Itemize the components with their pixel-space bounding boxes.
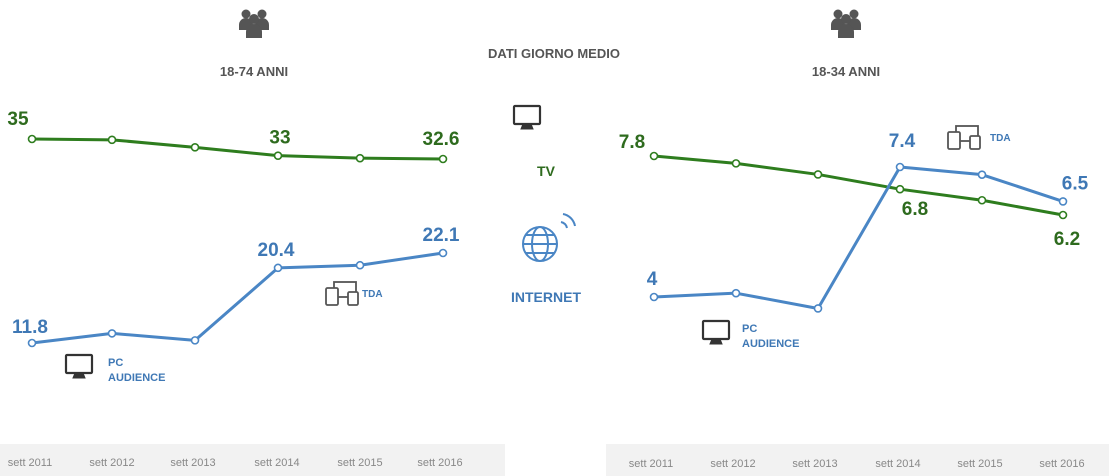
data-point-tv xyxy=(813,170,823,179)
data-point-internet xyxy=(27,338,37,348)
x-tick-label: sett 2014 xyxy=(254,457,299,469)
data-label-internet: 11.8 xyxy=(12,317,48,338)
data-point-tv xyxy=(355,153,365,163)
data-label-internet: 6.5 xyxy=(1062,173,1089,194)
data-point-internet xyxy=(190,336,200,345)
series-line-internet xyxy=(653,165,1064,310)
devices-icon xyxy=(325,281,359,306)
tda-label-left: TDA xyxy=(362,289,383,300)
devices-icon xyxy=(947,125,981,150)
globe-wifi-icon xyxy=(522,213,576,262)
x-tick-label: sett 2015 xyxy=(337,457,382,469)
data-point-tv xyxy=(190,143,200,152)
x-tick-label: sett 2014 xyxy=(875,458,920,470)
data-point-internet xyxy=(355,260,365,270)
data-label-internet: 7.4 xyxy=(889,131,916,152)
data-point-internet xyxy=(977,170,987,179)
data-label-internet: 20.4 xyxy=(258,240,295,261)
pc-label-left-1: PC xyxy=(108,357,123,369)
data-point-tv xyxy=(1058,210,1068,220)
data-label-internet: 22.1 xyxy=(423,225,460,246)
right-panel-title: 18-34 ANNI xyxy=(812,64,880,79)
x-tick-label: sett 2015 xyxy=(957,458,1002,470)
data-label-tv: 7.8 xyxy=(619,132,645,153)
data-point-tv xyxy=(438,154,448,164)
x-tick-label: sett 2012 xyxy=(89,457,134,469)
x-tick-label: sett 2016 xyxy=(417,457,462,469)
people-group-icon xyxy=(239,9,269,38)
data-point-tv xyxy=(27,134,37,144)
data-point-tv xyxy=(649,151,659,161)
pc-label-right-1: PC xyxy=(742,323,757,335)
x-tick-label: sett 2016 xyxy=(1039,458,1084,470)
left-panel-title: 18-74 ANNI xyxy=(220,64,288,79)
data-point-internet xyxy=(1058,197,1068,206)
internet-legend-label: INTERNET xyxy=(511,289,581,305)
x-tick-label: sett 2013 xyxy=(792,458,837,470)
right-axis-band xyxy=(606,444,1109,476)
data-label-internet: 4 xyxy=(647,269,658,290)
data-label-tv: 33 xyxy=(269,128,290,149)
data-label-tv: 35 xyxy=(7,109,29,130)
x-tick-label: sett 2012 xyxy=(710,458,755,470)
data-point-tv xyxy=(731,159,741,168)
data-point-internet xyxy=(107,329,117,338)
tv-monitor-icon xyxy=(512,104,542,131)
pc-monitor-icon xyxy=(64,353,94,380)
data-label-tv: 32.6 xyxy=(423,129,460,150)
series-line-internet xyxy=(31,251,444,345)
data-point-tv xyxy=(273,151,283,160)
left-axis-band xyxy=(0,444,505,476)
people-group-icon xyxy=(831,9,861,38)
data-point-tv xyxy=(977,195,987,205)
series-line-tv xyxy=(31,137,444,161)
data-label-tv: 6.8 xyxy=(902,199,928,220)
data-point-internet xyxy=(731,288,741,298)
center-title: DATI GIORNO MEDIO xyxy=(488,46,620,61)
x-tick-label: sett 2011 xyxy=(629,458,673,470)
data-label-tv: 6.2 xyxy=(1054,229,1080,250)
x-tick-label: sett 2011 xyxy=(8,457,52,469)
series-line-tv xyxy=(653,154,1064,217)
data-point-tv xyxy=(107,135,117,145)
pc-label-right-2: AUDIENCE xyxy=(742,338,799,350)
pc-label-left-2: AUDIENCE xyxy=(108,372,165,384)
data-point-internet xyxy=(813,304,823,313)
data-point-internet xyxy=(273,263,283,273)
data-point-internet xyxy=(895,162,905,172)
tda-label-right: TDA xyxy=(990,133,1011,144)
data-point-internet xyxy=(438,248,448,258)
data-point-internet xyxy=(649,292,659,302)
charts-layer: 35 33 32.6 11.8 20.4 22.1 sett 2011 sett 2012 se… xyxy=(7,109,1088,470)
x-tick-label: sett 2013 xyxy=(170,457,215,469)
pc-monitor-icon xyxy=(701,319,731,346)
data-point-tv xyxy=(895,184,905,194)
tv-legend-label: TV xyxy=(537,163,556,179)
